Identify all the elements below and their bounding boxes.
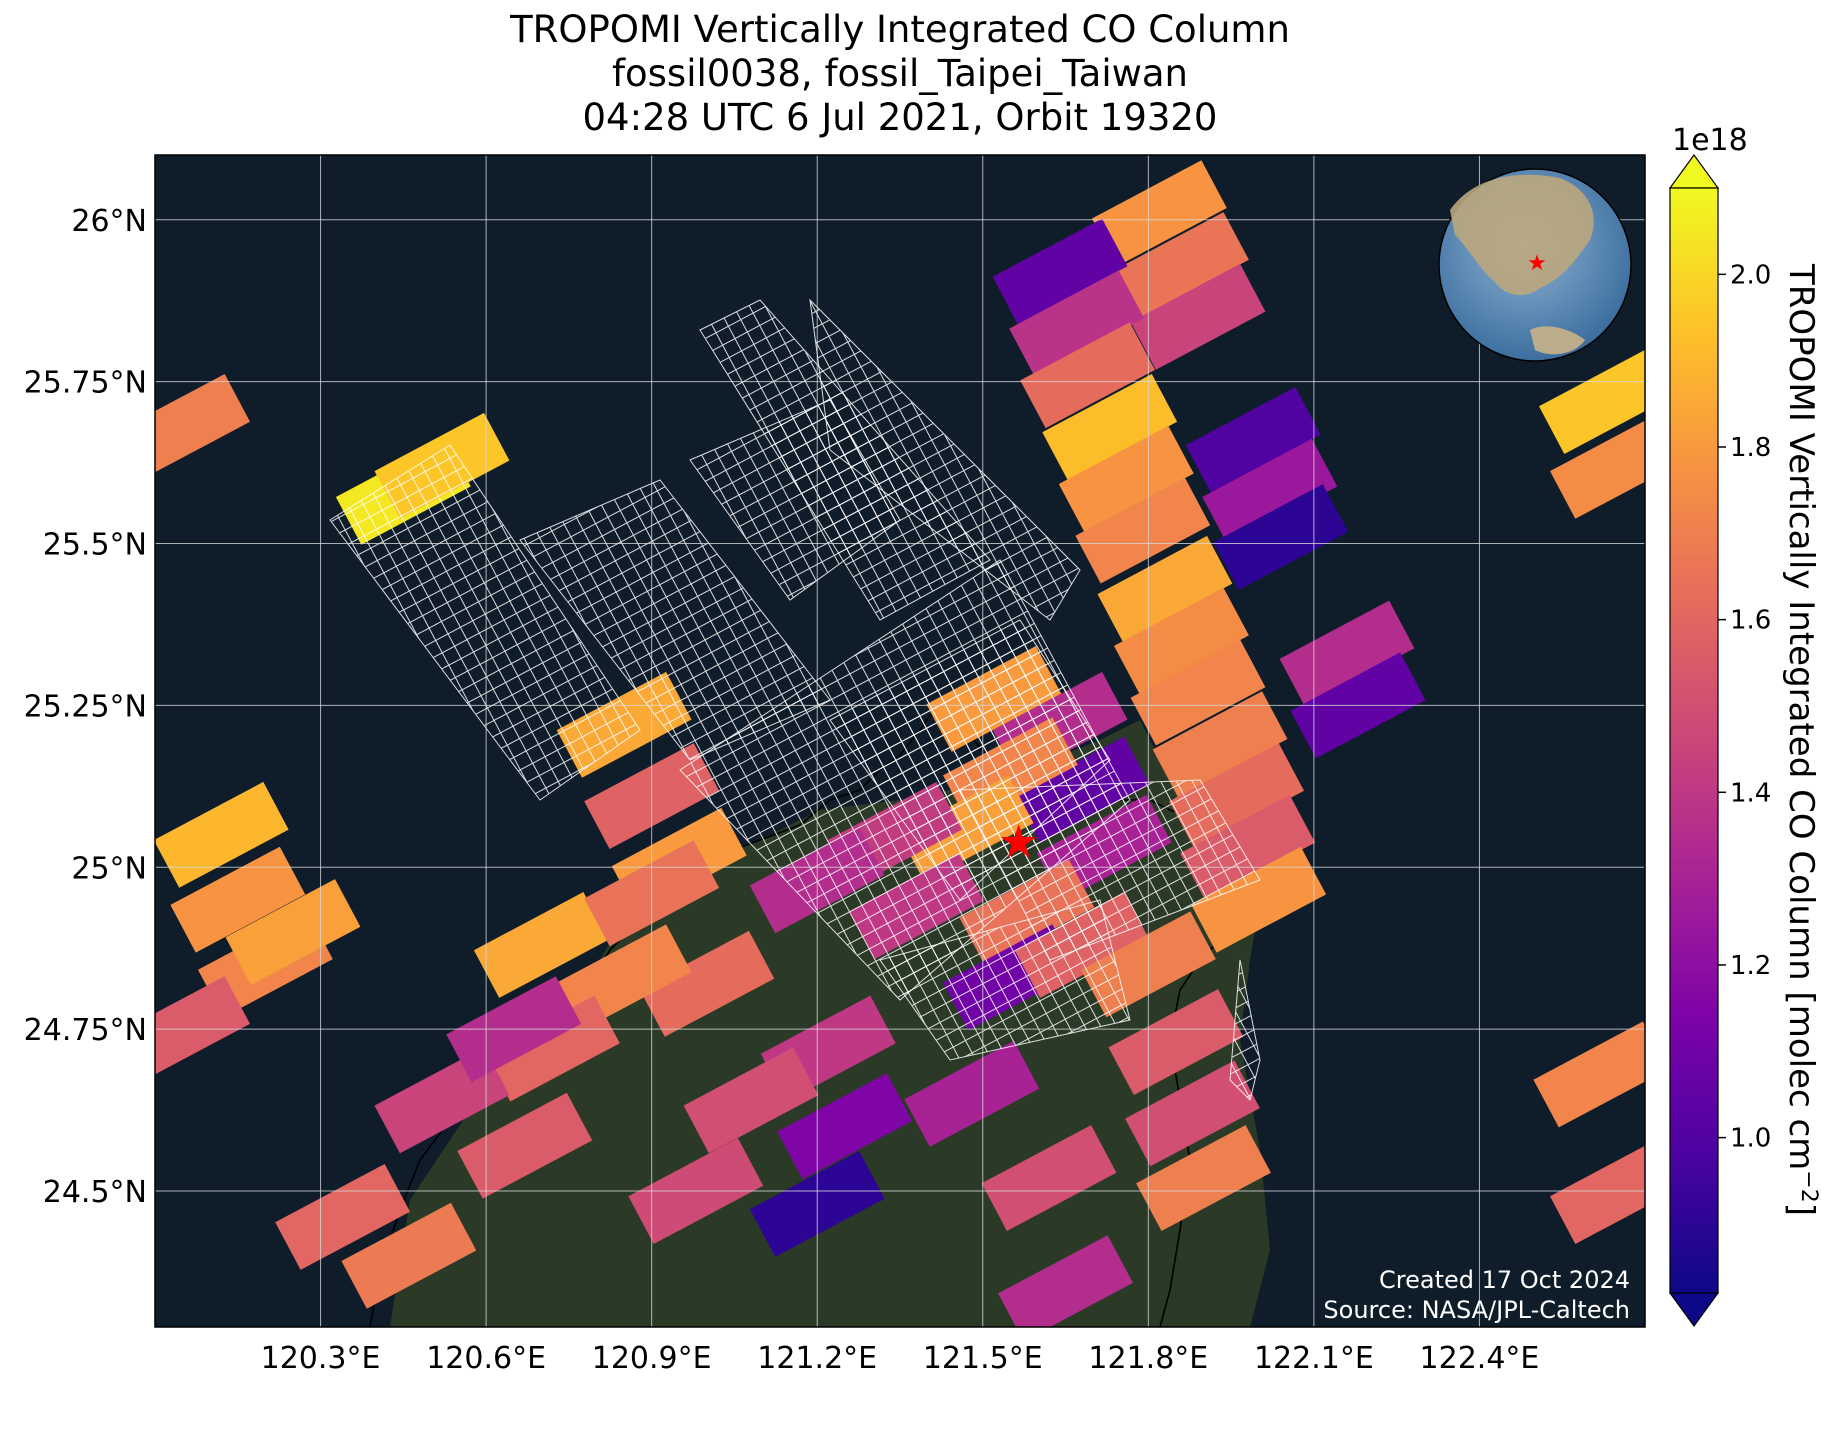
lon-tick-label: 121.8°E [1088, 1341, 1208, 1376]
co-pixel [155, 781, 289, 888]
latitude-tick-labels: 26°N 25.75°N 25.5°N 25.25°N 25°N 24.75°N 24.5°… [24, 204, 147, 1210]
co-pixel [1130, 639, 1266, 746]
site-marker[interactable]: ★ [998, 814, 1039, 868]
lat-tick-label: 25.75°N [24, 366, 147, 401]
gridlines [155, 155, 1645, 1327]
lon-tick-label: 121.5°E [923, 1341, 1043, 1376]
co-pixel [1108, 989, 1244, 1095]
co-pixel [457, 1092, 593, 1199]
co-pixel [1136, 1125, 1271, 1231]
longitude-tick-labels: 120.3°E 120.6°E 120.9°E 121.2°E 121.5°E 121.8… [261, 1341, 1540, 1376]
co-pixel [1092, 160, 1227, 267]
co-pixel [473, 892, 609, 998]
lat-tick-label: 24.75°N [24, 1013, 147, 1048]
footprint-cluster [959, 779, 1261, 961]
lon-tick-label: 122.1°E [1254, 1341, 1374, 1376]
lat-tick-label: 25°N [71, 851, 147, 886]
footprint-cluster [829, 619, 1111, 901]
footprint-cluster [1229, 959, 1261, 1101]
lat-tick-label: 26°N [71, 204, 147, 239]
lat-tick-label: 24.5°N [43, 1175, 147, 1210]
lon-tick-label: 120.9°E [592, 1341, 712, 1376]
colorbar-tick-label: 1.2 [1730, 951, 1771, 981]
co-pixel [1550, 420, 1645, 519]
co-pixel [1185, 387, 1321, 493]
colorbar-extend-bottom [1668, 1292, 1720, 1328]
title-line-2: fossil0038, fossil_Taipei_Taiwan [612, 52, 1188, 95]
co-pixel [1539, 349, 1645, 454]
created-note: Created 17 Oct 2024 [1379, 1266, 1630, 1294]
footprint-cluster [329, 444, 641, 801]
co-pixel [225, 879, 361, 985]
lon-tick-label: 120.6°E [426, 1341, 546, 1376]
co-pixel [639, 930, 775, 1037]
colorbar-tick-label: 2.0 [1730, 260, 1771, 290]
co-pixel [1130, 263, 1266, 370]
lon-tick-label: 122.4°E [1420, 1341, 1540, 1376]
map-panel: ★ ★ Created 17 Oct 2024 Source: NASA/JPL… [154, 154, 1646, 1328]
co-pixel [904, 1040, 1040, 1147]
co-pixel [1114, 587, 1249, 694]
co-pixel [1058, 425, 1194, 532]
lon-tick-label: 120.3°E [261, 1341, 381, 1376]
colorbar-tick-label: 1.4 [1730, 778, 1771, 808]
star-icon[interactable]: ★ [998, 814, 1039, 868]
map-frame [154, 154, 1646, 1328]
lat-tick-label: 25.5°N [43, 528, 147, 563]
co-pixel [998, 1235, 1133, 1327]
colorbar-tick-label: 1.0 [1730, 1124, 1771, 1154]
co-pixel [683, 1047, 819, 1154]
footprint-cluster [809, 298, 1081, 621]
co-pixel [170, 846, 306, 953]
co-pixel [992, 218, 1128, 325]
co-pixel [1533, 1021, 1645, 1128]
co-pixel [1125, 1060, 1260, 1167]
co-pixel [1152, 691, 1288, 798]
globe-asia-land [1450, 174, 1594, 296]
co-pixel [777, 1073, 913, 1180]
colorbar: 1.0 1.2 1.4 1.6 1.8 2.0 1e18 TROPOMI Vertical… [1668, 123, 1821, 1328]
globe-australia-land [1530, 326, 1585, 355]
lon-tick-label: 121.2°E [757, 1341, 877, 1376]
colorbar-gradient [1669, 187, 1719, 1294]
inset-globe: ★ [1438, 168, 1632, 362]
lat-tick-label: 25.25°N [24, 689, 147, 724]
co-pixel [1213, 484, 1349, 590]
co-pixel [1202, 438, 1338, 545]
co-pixel [155, 976, 250, 1075]
co-pixel [1114, 212, 1249, 318]
source-note: Source: NASA/JPL-Caltech [1323, 1296, 1630, 1324]
co-pixel [275, 1164, 410, 1270]
co-pixel [981, 1125, 1117, 1231]
co-pixel [1042, 374, 1178, 480]
co-pixel [341, 1202, 477, 1309]
co-pixel [1279, 600, 1415, 707]
co-pixel [155, 374, 250, 473]
title-line-3: 04:28 UTC 6 Jul 2021, Orbit 19320 [583, 96, 1218, 139]
title-line-1: TROPOMI Vertically Integrated CO Column [509, 8, 1290, 51]
globe-star-icon: ★ [1527, 251, 1547, 276]
colorbar-tick-label: 1.6 [1730, 606, 1771, 636]
footprint-grid-layer [329, 298, 1261, 1101]
co-pixel [1075, 477, 1211, 584]
co-pixel [1009, 270, 1144, 377]
co-pixel [1191, 846, 1327, 953]
co-pixel [1020, 322, 1155, 429]
colorbar-tick-label: 1.8 [1730, 433, 1771, 463]
colorbar-extend-top [1668, 153, 1720, 189]
co-pixel [1097, 535, 1233, 642]
co-pixel [1550, 1145, 1645, 1244]
colorbar-exponent: 1e18 [1672, 123, 1748, 158]
co-pixel [484, 995, 620, 1102]
colorbar-ticks: 1.0 1.2 1.4 1.6 1.8 2.0 [1718, 260, 1771, 1154]
footprint-cluster [879, 899, 1131, 1061]
colorbar-label: TROPOMI Vertically Integrated CO Column … [1781, 263, 1821, 1216]
